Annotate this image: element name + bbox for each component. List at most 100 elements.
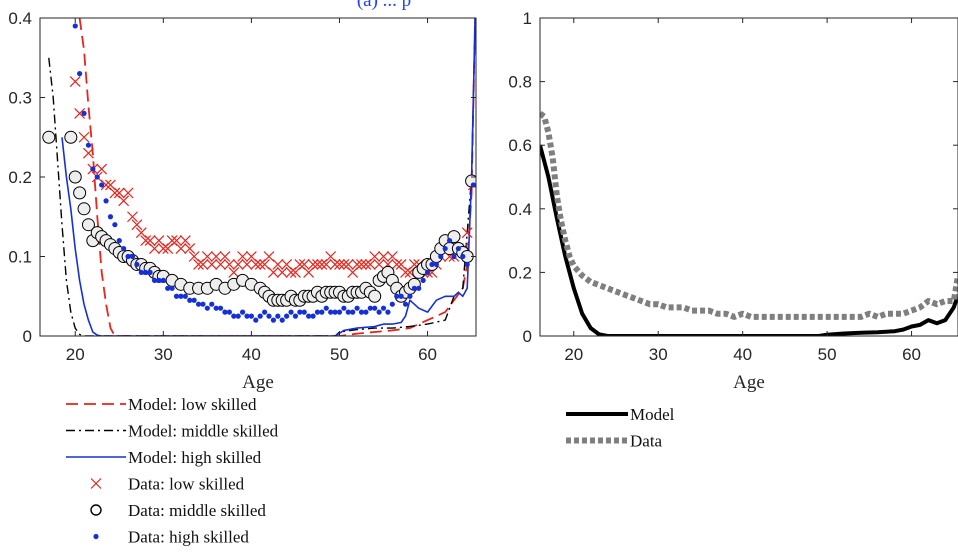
point-data-middle-skilled-0 — [42, 130, 56, 144]
x-tick-label: 60 — [418, 345, 437, 364]
point-data-high-skilled-16 — [143, 269, 149, 275]
point-data-high-skilled-71 — [385, 309, 391, 315]
point-data-high-skilled-24 — [178, 293, 184, 299]
y-tick-label: 0 — [523, 327, 532, 346]
point-data-high-skilled-46 — [275, 313, 281, 319]
point-data-low-skilled-21 — [162, 243, 174, 254]
x-tick-label: 40 — [733, 345, 752, 364]
point-data-high-skilled-43 — [262, 309, 268, 315]
point-data-low-skilled-63 — [347, 266, 359, 278]
point-data-high-skilled-84 — [442, 245, 448, 252]
point-data-high-skilled-14 — [134, 261, 140, 268]
point-data-high-skilled-85 — [446, 238, 453, 244]
point-data-low-skilled-62 — [342, 259, 354, 270]
point-data-low-skilled-68 — [369, 251, 381, 262]
point-data-high-skilled-89 — [464, 261, 470, 268]
point-data-low-skilled-37 — [232, 259, 244, 270]
point-data-low-skilled-22 — [166, 235, 178, 247]
point-data-low-skilled-47 — [276, 266, 288, 278]
series-line-data — [540, 111, 958, 320]
legend: Model: low skilled Model: middle skilled M… — [66, 395, 279, 547]
point-data-low-skilled-8 — [105, 179, 116, 191]
point-data-low-skilled-48 — [281, 259, 293, 270]
plot-area — [540, 111, 958, 336]
point-data-high-skilled-22 — [169, 285, 175, 291]
legend-label-data: Data — [630, 432, 663, 451]
legend-swatch-data-low-skilled — [90, 478, 102, 489]
point-data-high-skilled-62 — [345, 309, 351, 315]
point-data-middle-skilled-4 — [77, 202, 91, 216]
point-data-low-skilled-46 — [272, 259, 284, 270]
point-data-low-skilled-58 — [325, 251, 337, 262]
point-data-high-skilled-38 — [239, 309, 246, 315]
point-data-low-skilled-34 — [219, 251, 231, 262]
point-data-high-skilled-79 — [420, 277, 426, 283]
point-data-low-skilled-25 — [179, 235, 191, 247]
chart-title: (a) ... p — [357, 0, 411, 11]
point-data-high-skilled-32 — [213, 305, 219, 311]
point-data-low-skilled-50 — [290, 266, 301, 278]
point-data-low-skilled-7 — [100, 179, 112, 191]
point-data-low-skilled-32 — [210, 251, 222, 262]
point-data-low-skilled-24 — [175, 243, 187, 254]
legend-label-model-high-skilled: Model: high skilled — [128, 448, 262, 467]
point-data-high-skilled-6 — [99, 182, 105, 188]
legend-label-model-middle-skilled: Model: middle skilled — [128, 422, 279, 441]
point-data-high-skilled-20 — [160, 277, 166, 283]
point-data-low-skilled-31 — [206, 259, 218, 270]
y-tick-label: 1 — [523, 9, 532, 28]
point-data-low-skilled-53 — [303, 266, 315, 278]
y-tick-label: 0.2 — [508, 263, 532, 282]
point-data-low-skilled-18 — [149, 243, 160, 254]
point-data-low-skilled-55 — [312, 259, 323, 270]
point-data-high-skilled-4 — [90, 166, 96, 172]
point-data-high-skilled-42 — [257, 313, 263, 319]
point-data-high-skilled-61 — [341, 305, 347, 311]
point-data-high-skilled-75 — [402, 301, 409, 307]
point-data-high-skilled-18 — [151, 277, 158, 283]
point-data-high-skilled-0 — [72, 23, 78, 29]
point-data-high-skilled-58 — [328, 309, 334, 315]
point-data-low-skilled-30 — [201, 251, 213, 262]
point-data-high-skilled-37 — [235, 313, 241, 319]
point-data-high-skilled-28 — [195, 301, 202, 307]
panel-left: 20 30 40 50 60 0 0.1 0.2 0.3 0.4 Age (a) ... p Model… — [8, 0, 477, 547]
point-data-high-skilled-73 — [394, 293, 400, 299]
point-data-high-skilled-26 — [187, 297, 193, 303]
point-data-high-skilled-41 — [253, 317, 259, 323]
point-data-low-skilled-45 — [267, 266, 279, 278]
point-data-low-skilled-59 — [329, 259, 341, 270]
point-data-high-skilled-74 — [398, 293, 404, 299]
point-data-low-skilled-6 — [96, 163, 108, 175]
point-data-high-skilled-50 — [292, 313, 299, 319]
point-data-low-skilled-89 — [461, 227, 473, 239]
point-data-high-skilled-17 — [147, 269, 153, 275]
point-data-high-skilled-36 — [231, 313, 237, 319]
point-data-high-skilled-25 — [182, 293, 188, 299]
point-data-low-skilled-12 — [122, 187, 134, 199]
point-data-high-skilled-65 — [358, 309, 365, 315]
point-data-high-skilled-21 — [165, 285, 171, 291]
x-tick-label: 20 — [66, 345, 85, 364]
point-data-high-skilled-3 — [85, 142, 92, 148]
point-data-high-skilled-39 — [244, 313, 250, 319]
point-data-high-skilled-78 — [416, 285, 422, 291]
point-data-high-skilled-53 — [306, 313, 312, 319]
series-line-model-middle-skilled — [48, 18, 476, 336]
point-data-low-skilled-51 — [294, 259, 306, 270]
point-data-low-skilled-10 — [113, 187, 125, 199]
point-data-low-skilled-19 — [153, 235, 165, 247]
point-data-low-skilled-65 — [356, 259, 367, 270]
point-data-high-skilled-9 — [112, 222, 118, 228]
point-data-low-skilled-0 — [69, 76, 81, 88]
x-tick-label: 20 — [564, 345, 583, 364]
x-tick-label: 30 — [649, 345, 668, 364]
point-data-high-skilled-54 — [310, 313, 316, 319]
point-data-high-skilled-15 — [138, 269, 144, 275]
point-data-high-skilled-11 — [121, 245, 127, 252]
point-data-low-skilled-72 — [386, 251, 398, 262]
x-tick-label: 30 — [154, 345, 173, 364]
point-data-middle-skilled-59 — [368, 289, 382, 303]
point-data-low-skilled-36 — [228, 266, 240, 278]
